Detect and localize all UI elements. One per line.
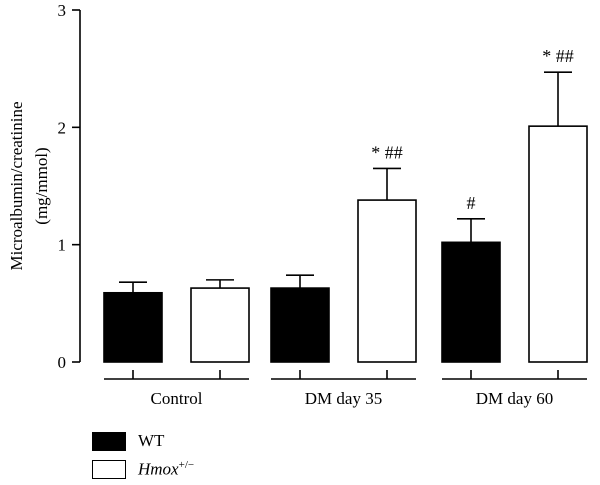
bar-wt-3 — [441, 241, 501, 363]
chart-legend: WT Hmox+/− — [92, 428, 194, 484]
y-tick-label: 3 — [58, 1, 67, 20]
bar-wt-2 — [270, 287, 330, 363]
significance-label: * ## — [371, 142, 403, 162]
legend-swatch-wt — [92, 431, 126, 451]
bar-hmox-3 — [528, 125, 588, 363]
x-group-label: DM day 60 — [476, 389, 553, 408]
chart-labels: Microalbumin/creatinine (mg/mmol) # * ## * #… — [7, 46, 574, 408]
bar-hmox-1 — [190, 287, 250, 363]
chart-bars — [103, 71, 588, 363]
legend-swatch-hmox — [92, 459, 126, 479]
legend-item-hmox: Hmox+/− — [92, 456, 194, 482]
chart-axes: 0 1 2 3 — [58, 1, 587, 380]
x-group-label: Control — [151, 389, 203, 408]
bar-hmox-2 — [357, 199, 417, 363]
bar-wt-1 — [103, 291, 163, 363]
y-tick-label: 0 — [58, 353, 67, 372]
significance-label: * ## — [542, 46, 574, 66]
bar-chart: 0 1 2 3 Microalbumin/creatinine (mg/mmol) # * … — [7, 1, 588, 408]
legend-label-hmox-superscript: +/− — [178, 458, 195, 471]
y-tick-label: 1 — [58, 236, 67, 255]
legend-label-hmox: Hmox+/− — [138, 458, 195, 479]
significance-label: # — [467, 193, 476, 213]
legend-label-wt: WT — [138, 431, 165, 450]
y-axis-title-unit: (mg/mmol) — [32, 147, 51, 224]
x-group-label: DM day 35 — [305, 389, 382, 408]
y-tick-label: 2 — [58, 118, 67, 137]
y-axis-title: Microalbumin/creatinine — [7, 102, 26, 271]
legend-item-wt: WT — [92, 428, 194, 454]
